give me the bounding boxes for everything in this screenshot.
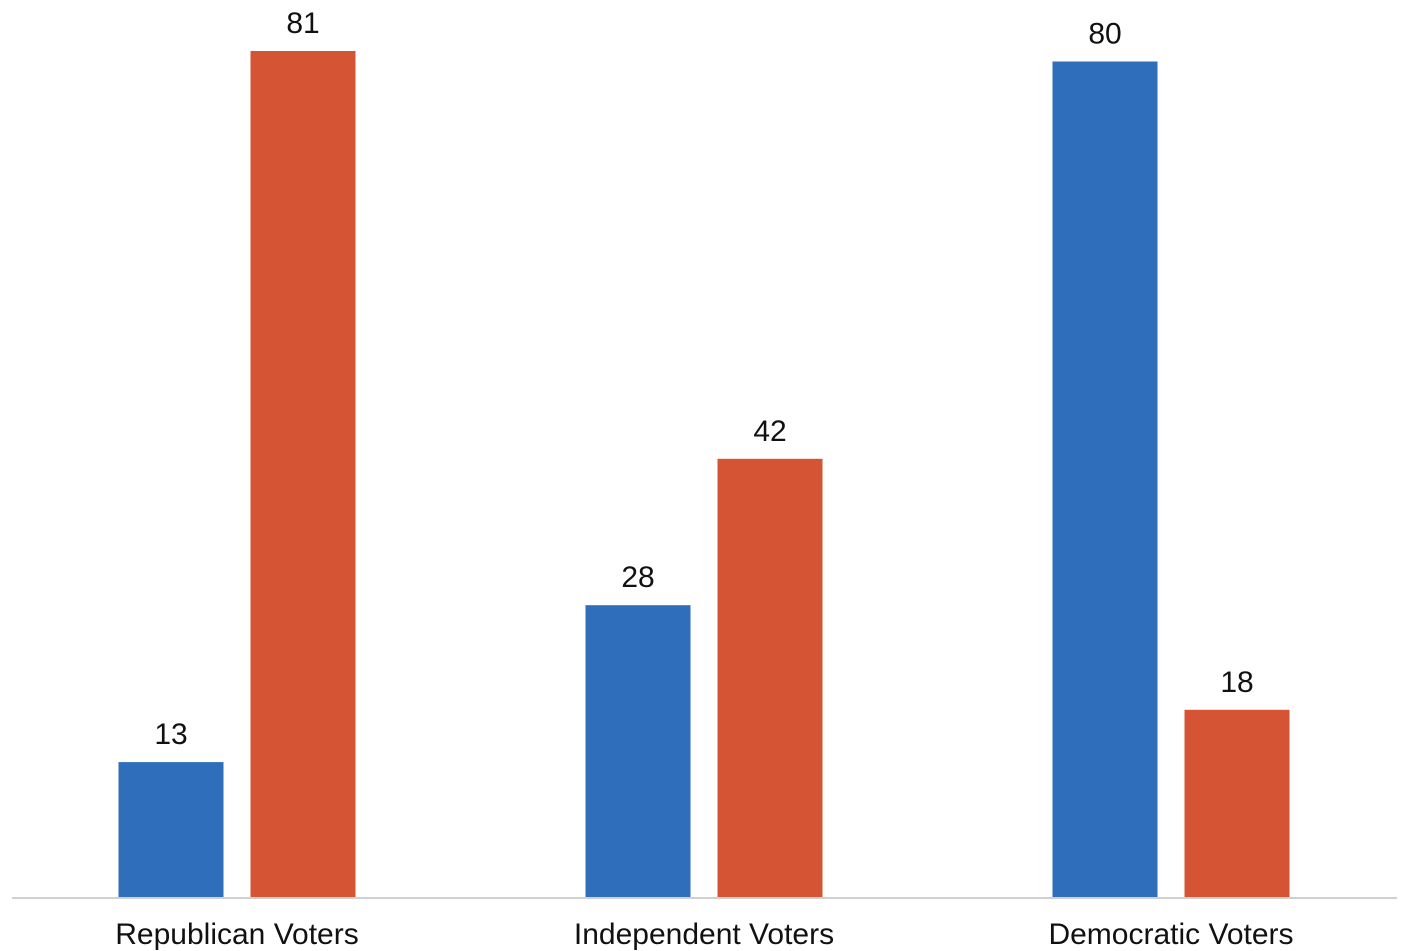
data-label-series0-0: 13 bbox=[154, 718, 187, 751]
data-label-series1-0: 81 bbox=[286, 7, 319, 40]
chart-category-labels: Republican Voters Independent Voters Democ… bbox=[115, 918, 1293, 951]
data-label-series0-1: 28 bbox=[621, 561, 654, 594]
bar-series0-0 bbox=[119, 762, 224, 898]
bar-series1-1 bbox=[718, 459, 823, 898]
bar-series0-1 bbox=[586, 605, 691, 898]
x-tick-label-1: Independent Voters bbox=[574, 918, 834, 951]
bar-series1-0 bbox=[251, 51, 356, 898]
bar-series0-2 bbox=[1053, 62, 1158, 899]
data-label-series0-2: 80 bbox=[1088, 18, 1121, 51]
x-tick-label-2: Democratic Voters bbox=[1048, 918, 1293, 951]
data-label-series1-1: 42 bbox=[753, 415, 786, 448]
bar-series1-2 bbox=[1185, 710, 1290, 898]
chart-bars bbox=[119, 51, 1290, 898]
data-label-series1-2: 18 bbox=[1220, 666, 1253, 699]
x-tick-label-0: Republican Voters bbox=[115, 918, 359, 951]
